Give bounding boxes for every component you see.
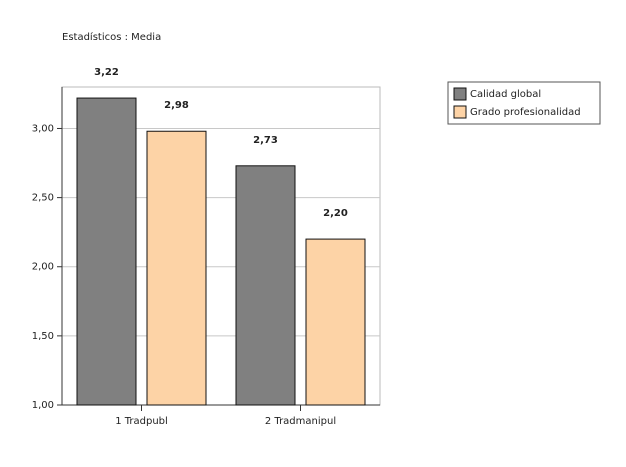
legend-swatch <box>453 105 467 119</box>
legend-swatch <box>453 87 467 101</box>
y-tick-label: 2,00 <box>32 262 54 273</box>
legend-label: Grado profesionalidad <box>470 107 581 118</box>
y-tick-label: 3,00 <box>32 123 54 134</box>
chart-title: Estadísticos : Media <box>62 31 161 43</box>
bar <box>146 130 207 406</box>
x-tick-label: 2 Tradmanipul <box>265 416 336 427</box>
value-label: 2,20 <box>323 208 348 219</box>
value-label: 2,73 <box>253 135 278 146</box>
y-tick-label: 1,00 <box>32 400 54 411</box>
value-label: 3,22 <box>94 67 119 78</box>
x-tick-label: 1 Tradpubl <box>115 416 168 427</box>
legend <box>447 81 601 125</box>
bar <box>305 238 366 406</box>
y-tick-label: 1,50 <box>32 331 54 342</box>
bar <box>76 97 137 406</box>
legend-label: Calidad global <box>470 89 541 100</box>
y-tick-label: 2,50 <box>32 193 54 204</box>
bar <box>235 165 296 406</box>
value-label: 2,98 <box>164 100 189 111</box>
